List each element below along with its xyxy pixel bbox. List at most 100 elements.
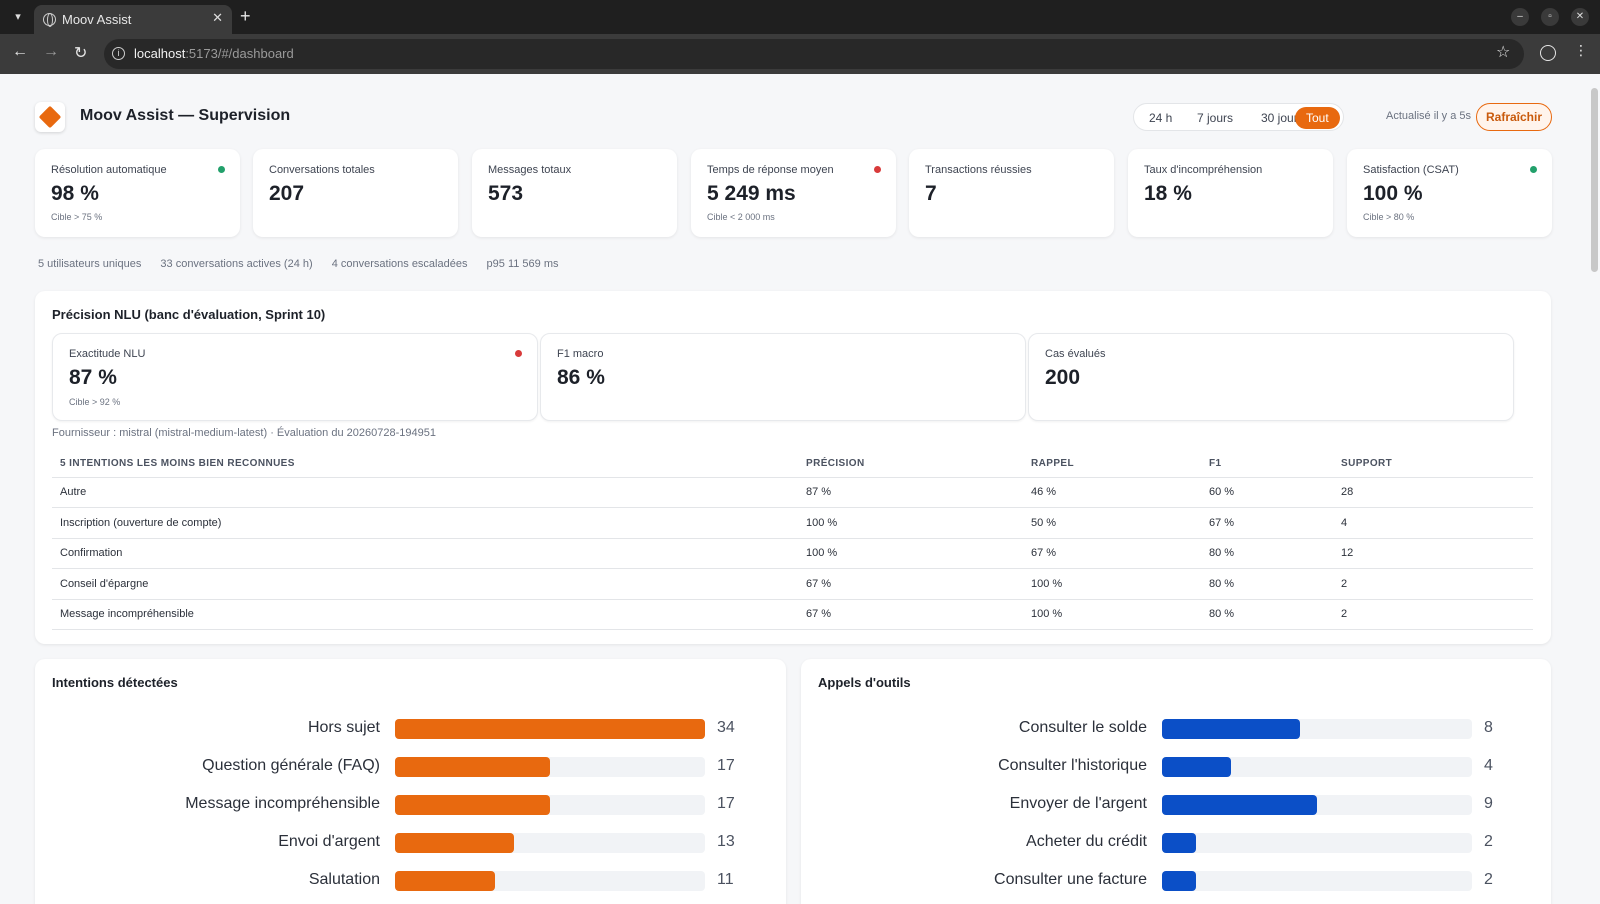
bar-value: 2: [1484, 833, 1493, 850]
summary-line: 5 utilisateurs uniques 33 conversations …: [38, 258, 575, 270]
nlu-kpi-card: Cas évalués 200: [1028, 333, 1514, 421]
bar-row: Consulter l'historique 4: [801, 755, 1551, 777]
kpi-card: Taux d'incompréhension 18 %: [1128, 149, 1333, 237]
kpi-card: Temps de réponse moyen 5 249 ms Cible < 2 …: [691, 149, 896, 237]
bar-label: Hors sujet: [307, 719, 380, 736]
globe-icon: [43, 13, 56, 27]
bar-track: [1162, 719, 1472, 739]
kpi-label: Taux d'incompréhension: [1144, 164, 1263, 176]
nlu-title: Précision NLU (banc d'évaluation, Sprint…: [52, 307, 326, 322]
escalated-conversations: 4 conversations escaladées: [331, 258, 468, 270]
table-row: Conseil d'épargne 67 % 100 % 80 % 2: [52, 568, 1533, 600]
page-scrollbar[interactable]: [1591, 88, 1598, 272]
unique-users: 5 utilisateurs uniques: [38, 258, 142, 270]
close-tab-icon[interactable]: ✕: [212, 10, 223, 25]
bar-label: Consulter une facture: [994, 871, 1147, 888]
col-support: SUPPORT: [1333, 451, 1533, 478]
bar-value: 4: [1484, 757, 1493, 774]
reload-icon[interactable]: ↻: [74, 45, 88, 62]
kpi-value: 7: [925, 182, 937, 205]
kpi-value: 5 249 ms: [707, 182, 796, 205]
bar-track: [1162, 871, 1472, 891]
table-cell: 100 %: [1023, 599, 1201, 630]
minimize-icon[interactable]: –: [1511, 8, 1529, 26]
kpi-label: Conversations totales: [269, 164, 375, 176]
kpi-card: Satisfaction (CSAT) 100 % Cible > 80 %: [1347, 149, 1552, 237]
bar-row: Consulter une facture 2: [801, 869, 1551, 891]
period-tout[interactable]: Tout: [1295, 107, 1340, 129]
url-field[interactable]: i localhost:5173/#/dashboard: [104, 39, 1524, 69]
refresh-button[interactable]: Rafraîchir: [1476, 103, 1552, 131]
bar-track: [395, 795, 705, 815]
bar-row: Envoi d'argent 13: [35, 831, 786, 853]
bar-track: [1162, 833, 1472, 853]
kpi-label: Transactions réussies: [925, 164, 1032, 176]
close-window-icon[interactable]: ✕: [1571, 8, 1589, 26]
browser-tabbar: ▾ Moov Assist ✕ + – ▫ ✕: [0, 0, 1600, 34]
maximize-icon[interactable]: ▫: [1541, 8, 1559, 26]
period-30-jours[interactable]: 30 jours: [1261, 111, 1304, 125]
nlu-kpi-value: 200: [1045, 366, 1081, 389]
tools-chart-card: Appels d'outils Consulter le solde 8 Consu…: [801, 659, 1551, 904]
nlu-kpi-card: Exactitude NLU 87 % Cible > 92 %: [52, 333, 538, 421]
bar-fill: [395, 871, 495, 891]
bar-value: 11: [717, 871, 734, 888]
bar-label: Question générale (FAQ): [202, 757, 380, 774]
new-tab-button[interactable]: +: [240, 6, 251, 26]
back-icon[interactable]: ←: [12, 43, 28, 60]
active-conversations: 33 conversations actives (24 h): [160, 258, 313, 270]
page-title: Moov Assist — Supervision: [80, 107, 291, 124]
period-24h[interactable]: 24 h: [1149, 111, 1173, 125]
status-dot-icon: [1530, 166, 1537, 173]
worst-intents-table: 5 INTENTIONS LES MOINS BIEN RECONNUES PR…: [52, 451, 1533, 630]
address-bar: ← → ↻ i localhost:5173/#/dashboard ☆ ⋮: [0, 34, 1600, 74]
bar-label: Salutation: [308, 871, 380, 888]
kpi-value: 207: [269, 182, 305, 205]
bar-track: [1162, 757, 1472, 777]
table-cell: 67 %: [798, 599, 1023, 630]
bar-fill: [395, 757, 550, 777]
kpi-target: Cible > 80 %: [1363, 212, 1415, 222]
site-info-icon[interactable]: i: [112, 47, 125, 60]
table-cell: 80 %: [1201, 599, 1333, 630]
bar-track: [395, 719, 705, 739]
bar-label: Consulter le solde: [1018, 719, 1147, 736]
forward-icon[interactable]: →: [43, 43, 59, 60]
menu-kebab-icon[interactable]: ⋮: [1574, 42, 1588, 58]
nlu-kpi-card: F1 macro 86 %: [540, 333, 1026, 421]
kpi-label: Résolution automatique: [51, 164, 167, 176]
kpi-value: 100 %: [1363, 182, 1423, 205]
bookmark-star-icon[interactable]: ☆: [1496, 44, 1511, 61]
bar-fill: [395, 833, 514, 853]
kpi-value: 573: [488, 182, 524, 205]
kpi-value: 98 %: [51, 182, 99, 205]
bar-track: [395, 757, 705, 777]
tab-search-chevron-icon[interactable]: ▾: [15, 11, 21, 23]
bar-value: 8: [1484, 719, 1493, 736]
table-cell: Conseil d'épargne: [52, 568, 798, 600]
kpi-label: Satisfaction (CSAT): [1363, 164, 1459, 176]
bar-value: 34: [717, 719, 735, 736]
bar-label: Envoyer de l'argent: [1009, 795, 1147, 812]
status-dot-icon: [515, 350, 522, 357]
kpi-value: 18 %: [1144, 182, 1192, 205]
profile-icon[interactable]: [1540, 45, 1556, 61]
browser-tab[interactable]: Moov Assist ✕: [34, 5, 232, 34]
table-cell: Inscription (ouverture de compte): [52, 507, 798, 539]
bar-label: Acheter du crédit: [1026, 833, 1147, 850]
bar-track: [395, 833, 705, 853]
bar-row: Acheter du crédit 2: [801, 831, 1551, 853]
nlu-kpi-label: F1 macro: [557, 348, 604, 360]
bar-label: Envoi d'argent: [278, 833, 380, 850]
table-row: Message incompréhensible 67 % 100 % 80 % 2: [52, 599, 1533, 630]
period-7-jours[interactable]: 7 jours: [1197, 111, 1234, 125]
nlu-kpi-target: Cible > 92 %: [69, 397, 121, 407]
bar-track: [1162, 795, 1472, 815]
table-cell: 50 %: [1023, 507, 1201, 539]
bar-value: 9: [1484, 795, 1493, 812]
table-cell: Autre: [52, 477, 798, 508]
url-text: localhost:5173/#/dashboard: [134, 46, 294, 61]
kpi-target: Cible > 75 %: [51, 212, 103, 222]
table-cell: 4: [1333, 507, 1533, 539]
table-cell: Message incompréhensible: [52, 599, 798, 630]
